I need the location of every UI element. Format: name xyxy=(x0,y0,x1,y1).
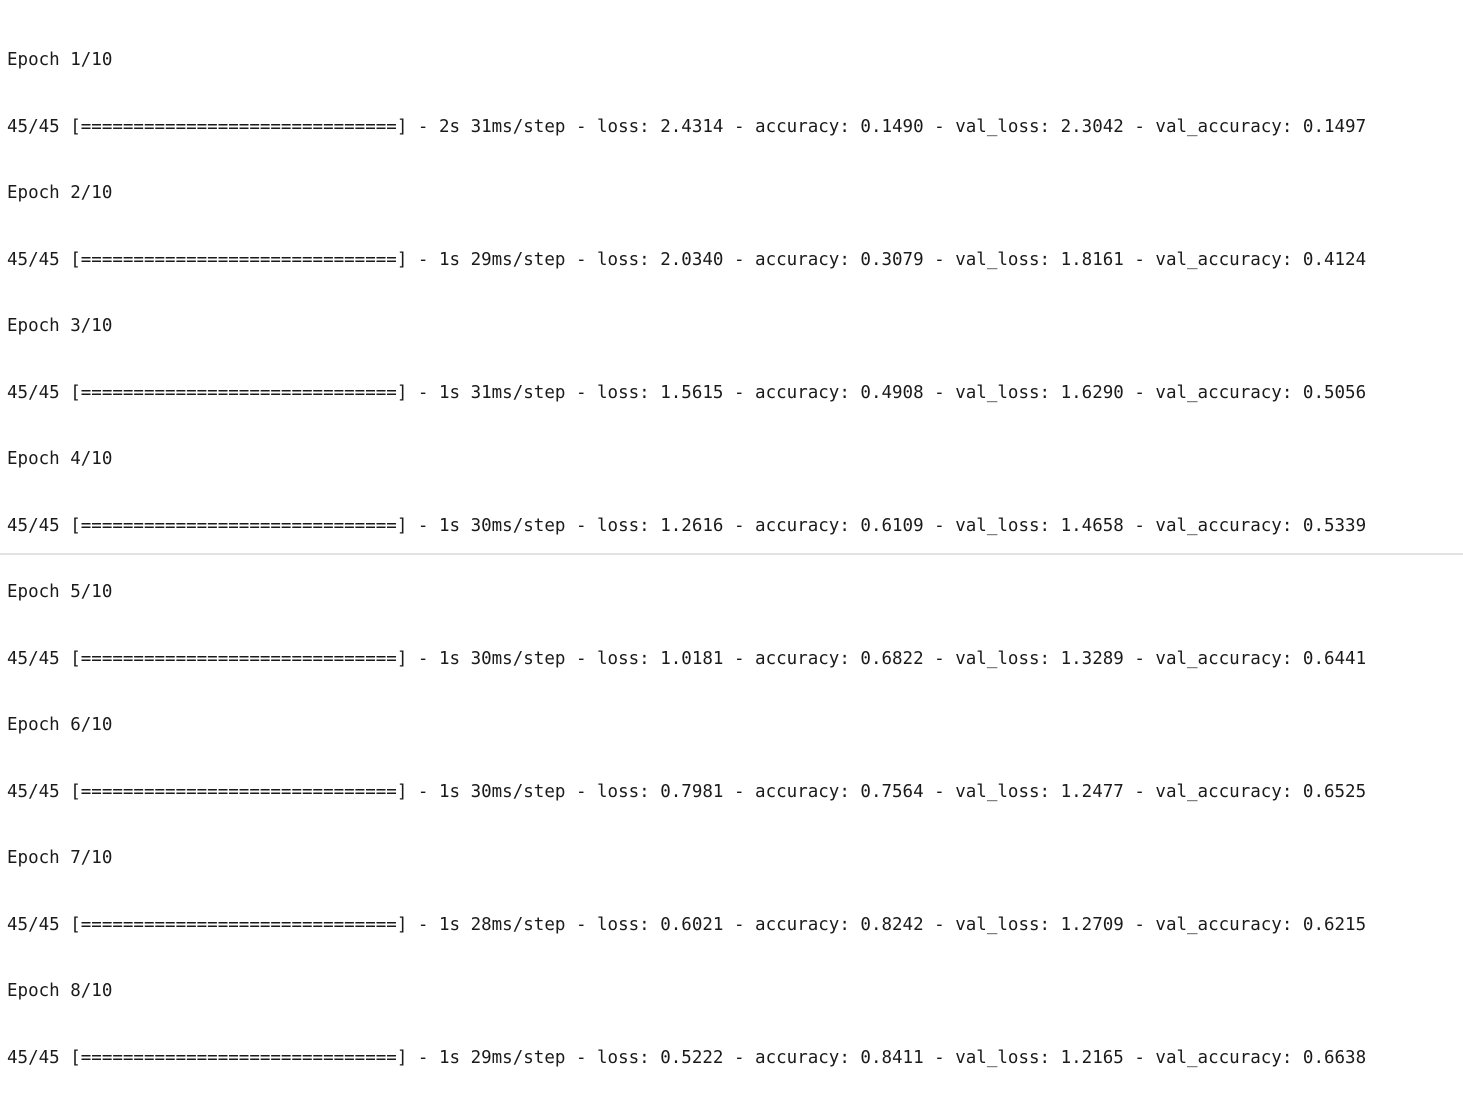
epoch-progress-line: 45/45 [==============================] -… xyxy=(7,914,1367,935)
output-bottom-divider xyxy=(0,553,1463,555)
epoch-progress-line: 45/45 [==============================] -… xyxy=(7,382,1367,403)
epoch-header: Epoch 7/10 xyxy=(7,848,113,868)
epoch-header: Epoch 1/10 xyxy=(7,50,113,70)
training-output-log: Epoch 1/10 45/45 [======================… xyxy=(7,7,1459,1110)
epoch-header: Epoch 5/10 xyxy=(7,582,113,602)
epoch-header: Epoch 2/10 xyxy=(7,183,113,203)
epoch-progress-line: 45/45 [==============================] -… xyxy=(7,781,1367,802)
epoch-progress-line: 45/45 [==============================] -… xyxy=(7,648,1367,669)
epoch-header: Epoch 6/10 xyxy=(7,715,113,735)
epoch-header: Epoch 3/10 xyxy=(7,316,113,336)
epoch-header: Epoch 4/10 xyxy=(7,449,113,469)
epoch-progress-line: 45/45 [==============================] -… xyxy=(7,249,1367,270)
epoch-progress-line: 45/45 [==============================] -… xyxy=(7,116,1367,137)
epoch-header: Epoch 8/10 xyxy=(7,981,113,1001)
epoch-progress-line: 45/45 [==============================] -… xyxy=(7,1047,1367,1068)
epoch-progress-line: 45/45 [==============================] -… xyxy=(7,515,1367,536)
